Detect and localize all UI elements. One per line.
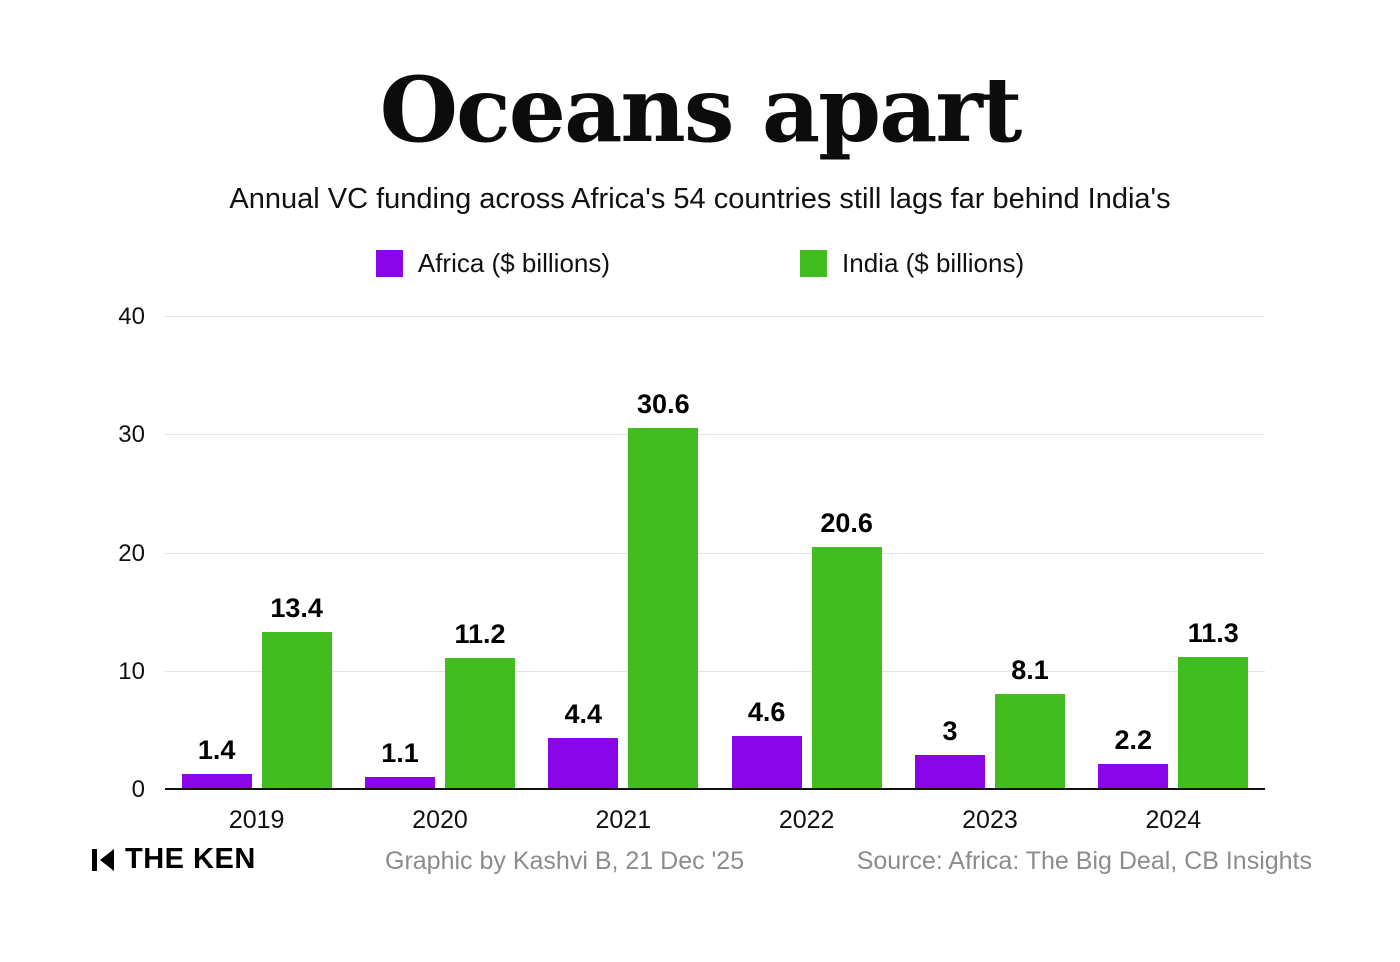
x-axis-line [165, 788, 1265, 791]
x-axis-labels: 2019 2020 2021 2022 2023 2024 [165, 806, 1265, 835]
the-ken-logo-icon [92, 848, 114, 871]
bar-africa-2024: 2.2 [1098, 725, 1169, 791]
graphic-credit: Graphic by Kashvi B, 21 Dec '25 [385, 847, 745, 875]
gridline [165, 316, 1265, 318]
legend-swatch-india [800, 250, 828, 278]
x-tick-label: 2019 [228, 806, 285, 835]
bar-value-label: 11.2 [454, 618, 506, 649]
bar-value-label: 3 [942, 715, 958, 746]
legend-item-india: India ($ billions) [800, 248, 1024, 279]
y-tick-label: 0 [131, 776, 145, 804]
bar-group-2020: 1.1 11.2 [348, 317, 531, 791]
bar-india-2019: 13.4 [261, 593, 332, 791]
gridline [165, 434, 1265, 436]
bar-india-2021: 30.6 [628, 389, 699, 791]
bar-africa-2019: 1.4 [181, 735, 252, 791]
legend-swatch-africa [375, 250, 403, 278]
y-tick-label: 20 [118, 539, 145, 567]
bar-group-2022: 4.6 20.6 [715, 317, 898, 791]
legend: Africa ($ billions) India ($ billions) [0, 248, 1400, 279]
bar-india-2022: 20.6 [811, 508, 882, 791]
plot: 1.4 13.4 1.1 11.2 4.4 30.6 4.6 20.6 3 8.1 2.2 11.3 … [118, 303, 1265, 834]
bar-value-label: 1.4 [197, 734, 236, 765]
bar-india-2020: 11.2 [444, 619, 515, 791]
bar-group-2023: 3 8.1 [898, 317, 1081, 791]
bar-group-2021: 4.4 30.6 [532, 317, 715, 791]
bar-group-2019: 1.4 13.4 [165, 317, 348, 791]
y-tick-label: 30 [118, 421, 145, 449]
chart-title: Oceans apart [379, 57, 1023, 163]
bar-africa-2020: 1.1 [364, 738, 435, 791]
x-tick-label: 2020 [412, 806, 468, 835]
bar-value-label: 8.1 [1011, 655, 1049, 686]
bar-value-label: 4.4 [564, 699, 603, 730]
gridline [165, 552, 1265, 554]
bar-value-label: 11.3 [1187, 617, 1239, 648]
bar-value-label: 20.6 [820, 507, 873, 538]
bar-africa-2021: 4.4 [548, 699, 619, 791]
bar-value-label: 30.6 [637, 389, 690, 420]
x-tick-label: 2021 [595, 806, 652, 835]
legend-item-africa: Africa ($ billions) [375, 248, 611, 279]
bar-india-2023: 8.1 [994, 655, 1065, 791]
x-tick-label: 2023 [962, 806, 1018, 835]
gridline [165, 670, 1265, 672]
chart-subtitle: Annual VC funding across Africa's 54 cou… [229, 183, 1171, 216]
bar-value-label: 13.4 [270, 592, 323, 623]
bar-value-label: 4.6 [747, 696, 786, 727]
bar-india-2024: 11.3 [1178, 618, 1249, 791]
bar-value-label: 2.2 [1114, 725, 1153, 756]
bar-group-2024: 2.2 11.3 [1082, 317, 1265, 791]
bar-value-label: 1.1 [381, 738, 419, 769]
chart-area: 1.4 13.4 1.1 11.2 4.4 30.6 4.6 20.6 3 8.1 2.2 11.3 … [118, 303, 1265, 834]
x-tick-label: 2022 [778, 806, 835, 835]
the-ken-logo-text: THE KEN [125, 843, 256, 875]
legend-label-africa: Africa ($ billions) [417, 248, 611, 279]
bar-africa-2023: 3 [914, 716, 985, 791]
bar-africa-2022: 4.6 [731, 697, 802, 791]
the-ken-logo: THE KEN [90, 843, 256, 876]
source-note: Source: Africa: The Big Deal, CB Insight… [856, 847, 1312, 875]
y-tick-label: 40 [118, 303, 145, 331]
x-tick-label: 2024 [1145, 806, 1202, 835]
y-tick-label: 10 [118, 657, 145, 685]
legend-label-india: India ($ billions) [842, 248, 1025, 279]
bar-groups: 1.4 13.4 1.1 11.2 4.4 30.6 4.6 20.6 3 8.1 2.2 11.3 [165, 317, 1265, 791]
